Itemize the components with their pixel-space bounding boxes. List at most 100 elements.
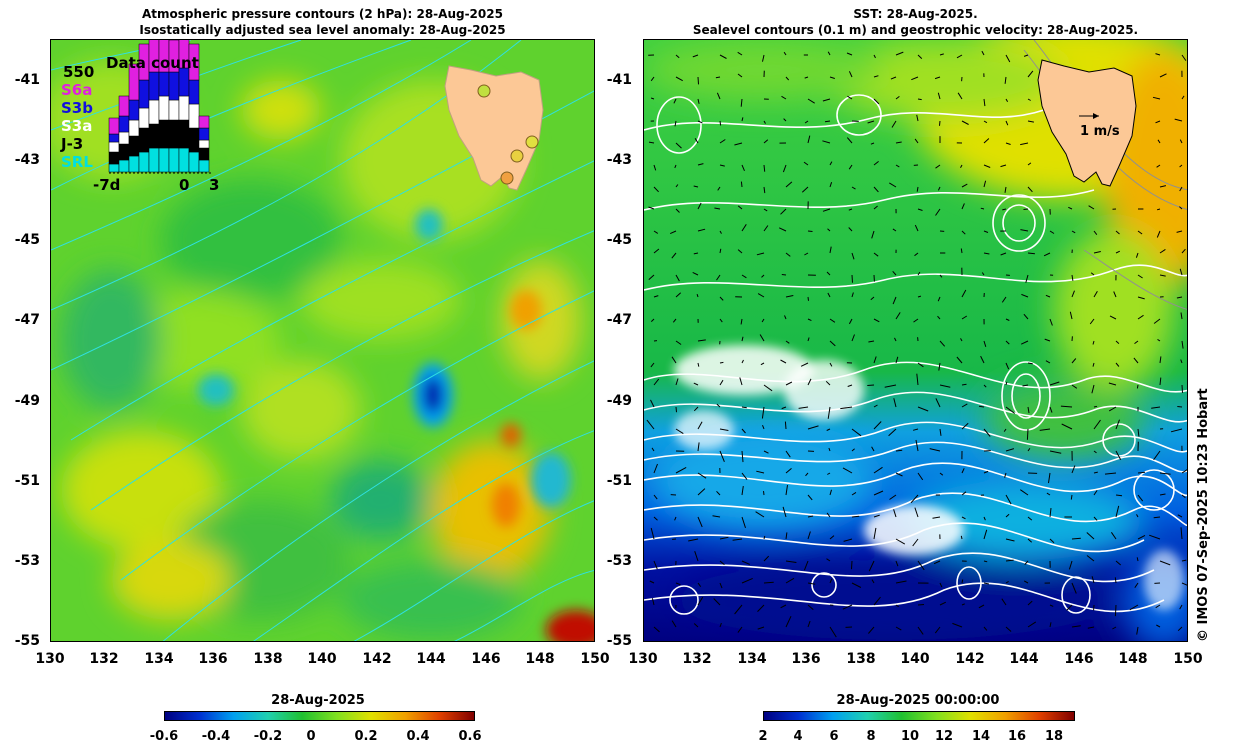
velocity-vector bbox=[914, 507, 919, 518]
velocity-vector bbox=[1044, 338, 1051, 342]
velocity-vector bbox=[960, 248, 963, 254]
velocity-vector bbox=[719, 361, 724, 364]
sst-colorbar bbox=[763, 711, 1075, 721]
velocity-vector bbox=[716, 403, 721, 408]
velocity-vector bbox=[719, 248, 722, 254]
data-count-bar bbox=[108, 133, 120, 143]
velocity-vector bbox=[978, 405, 985, 408]
velocity-vector bbox=[762, 425, 765, 430]
velocity-vector bbox=[895, 626, 902, 631]
velocity-vector bbox=[1177, 626, 1183, 632]
velocity-vector bbox=[934, 76, 941, 80]
velocity-vector bbox=[932, 516, 941, 519]
velocity-vector bbox=[873, 356, 877, 364]
velocity-vector bbox=[785, 295, 794, 298]
velocity-vector bbox=[1045, 294, 1051, 298]
velocity-vector bbox=[697, 163, 704, 166]
velocity-vector bbox=[653, 248, 660, 254]
velocity-vector bbox=[1005, 142, 1011, 145]
velocity-vector bbox=[1181, 582, 1187, 586]
velocity-vector bbox=[851, 274, 853, 283]
velocity-vector bbox=[848, 227, 853, 232]
velocity-vector bbox=[939, 384, 951, 388]
velocity-vector bbox=[1108, 406, 1117, 412]
velocity-vector bbox=[1136, 514, 1139, 518]
velocity-vector bbox=[914, 138, 919, 144]
velocity-vector bbox=[717, 186, 721, 191]
velocity-vector bbox=[1159, 560, 1171, 566]
velocity-vector bbox=[785, 381, 793, 386]
data-count-bar bbox=[198, 147, 210, 161]
velocity-vector bbox=[741, 486, 744, 496]
velocity-vector bbox=[807, 296, 809, 301]
velocity-vector bbox=[737, 249, 743, 254]
sst-colorbar-tick: 2 bbox=[758, 729, 768, 744]
velocity-vector bbox=[719, 120, 722, 126]
velocity-vector bbox=[1156, 208, 1161, 211]
velocity-vector bbox=[740, 98, 743, 107]
velocity-vector bbox=[1027, 186, 1033, 193]
velocity-vector bbox=[873, 318, 880, 323]
velocity-vector bbox=[939, 582, 943, 588]
velocity-vector bbox=[712, 515, 721, 518]
velocity-vector bbox=[719, 582, 723, 589]
velocity-vector bbox=[653, 560, 658, 570]
velocity-vector bbox=[912, 538, 919, 547]
velocity-vector bbox=[937, 186, 941, 191]
velocity-vector bbox=[916, 186, 919, 192]
velocity-vector bbox=[1170, 428, 1183, 433]
velocity-vector bbox=[873, 205, 878, 210]
velocity-vector bbox=[1091, 576, 1095, 584]
velocity-vector bbox=[1159, 73, 1167, 78]
velocity-vector bbox=[873, 514, 880, 518]
velocity-vector bbox=[671, 252, 677, 259]
velocity-vector bbox=[889, 494, 897, 500]
velocity-vector bbox=[1153, 318, 1161, 324]
velocity-vector bbox=[1177, 406, 1183, 408]
sla-map-panel[interactable]: 550 Data count S6a S3b S3a J-3 SRL -7d 0… bbox=[50, 39, 595, 642]
velocity-vector bbox=[1005, 513, 1010, 518]
lat-tick: -43 bbox=[14, 152, 40, 168]
sst-colorbar-tick: 14 bbox=[971, 729, 991, 744]
lon-tick: 142 bbox=[362, 651, 392, 667]
sst-colorbar-tick: 18 bbox=[1044, 729, 1064, 744]
mission-label-s6a: S6a bbox=[61, 81, 93, 99]
velocity-vector bbox=[1027, 70, 1034, 78]
velocity-vector bbox=[822, 140, 831, 144]
velocity-vector bbox=[719, 560, 725, 566]
velocity-vector bbox=[848, 318, 853, 325]
sla-colorbar-tick: -0.6 bbox=[149, 729, 179, 744]
velocity-vector bbox=[827, 406, 831, 419]
velocity-vector bbox=[675, 378, 679, 386]
sst-colorbar-date: 28-Aug-2025 00:00:00 bbox=[836, 693, 1000, 708]
velocity-vector bbox=[734, 604, 743, 615]
velocity-vector bbox=[1108, 382, 1117, 386]
velocity-vector bbox=[649, 580, 655, 584]
velocity-vector bbox=[961, 383, 967, 386]
sst-map-panel[interactable]: 1 m/s bbox=[643, 39, 1188, 642]
data-count-bar bbox=[198, 139, 210, 149]
velocity-vector bbox=[1129, 604, 1139, 611]
velocity-vector bbox=[692, 271, 699, 276]
lat-tick: -41 bbox=[14, 72, 40, 88]
data-count-bar bbox=[158, 147, 170, 173]
velocity-vector bbox=[785, 560, 797, 563]
velocity-vector bbox=[756, 252, 765, 256]
velocity-vector bbox=[1114, 604, 1117, 617]
velocity-vector bbox=[674, 120, 677, 127]
velocity-vector bbox=[848, 208, 853, 211]
velocity-vector bbox=[868, 340, 875, 343]
velocity-vector bbox=[1027, 600, 1033, 606]
lon-tick: 132 bbox=[682, 651, 712, 667]
velocity-vector bbox=[1049, 318, 1053, 326]
velocity-vector bbox=[1005, 494, 1012, 505]
velocity-vector bbox=[650, 97, 655, 100]
velocity-vector bbox=[933, 560, 941, 565]
velocity-vector bbox=[697, 516, 703, 528]
velocity-vector bbox=[911, 76, 919, 81]
velocity-vector bbox=[1155, 53, 1161, 56]
sst-colorbar-tick: 10 bbox=[900, 729, 920, 744]
data-count-bar bbox=[108, 163, 120, 173]
data-count-bar bbox=[118, 159, 130, 173]
velocity-vector bbox=[1177, 514, 1183, 518]
